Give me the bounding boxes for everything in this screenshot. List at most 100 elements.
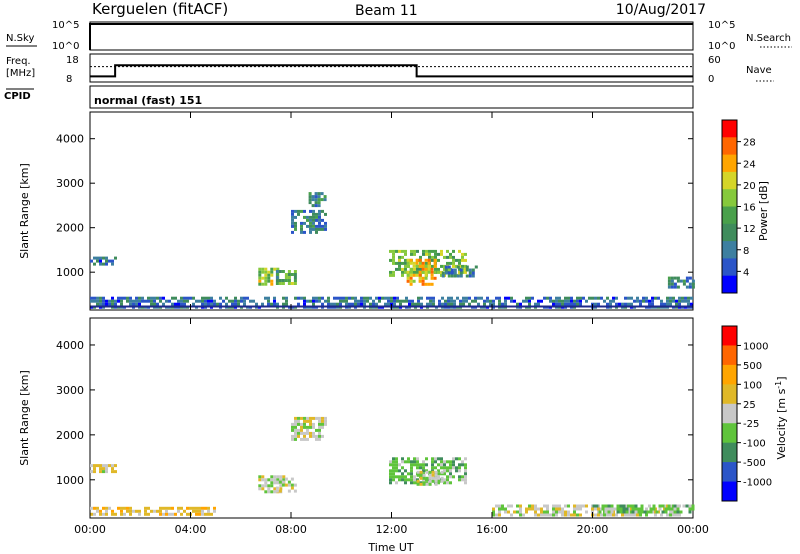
- heatmap-cell: [111, 262, 114, 266]
- heatmap-cell: [447, 271, 451, 275]
- heatmap-cell: [336, 302, 339, 306]
- heatmap-cell: [278, 279, 282, 282]
- heatmap-cell: [450, 299, 453, 303]
- heatmap-cell: [234, 299, 237, 303]
- heatmap-cell: [534, 513, 537, 517]
- heatmap-cell: [645, 296, 648, 300]
- heatmap-cell: [293, 276, 297, 279]
- heatmap-cell: [300, 296, 303, 300]
- heatmap-cell: [669, 513, 672, 517]
- heatmap-cell: [447, 274, 451, 278]
- heatmap-cell: [294, 434, 297, 438]
- heatmap-cell: [534, 302, 537, 306]
- heatmap-cell: [453, 268, 457, 272]
- heatmap-cell: [306, 437, 309, 441]
- freq-tick-top: 18: [66, 55, 79, 66]
- heatmap-cell: [453, 271, 457, 275]
- heatmap-cell: [434, 460, 437, 464]
- heatmap-cell: [489, 299, 492, 303]
- heatmap-cell: [144, 512, 147, 516]
- heatmap-cell: [446, 261, 449, 265]
- heatmap-cell: [639, 299, 642, 303]
- heatmap-cell: [323, 198, 327, 202]
- heatmap-cell: [600, 513, 603, 517]
- heatmap-cell: [412, 261, 416, 265]
- heatmap-cell: [600, 296, 603, 300]
- heatmap-cell: [267, 490, 271, 494]
- heatmap-cell: [398, 475, 401, 479]
- heatmap-cell: [660, 513, 663, 517]
- heatmap-cell: [688, 276, 692, 280]
- heatmap-cell: [426, 296, 429, 300]
- heatmap-cell: [387, 299, 390, 303]
- heatmap-cell: [309, 416, 312, 420]
- heatmap-cell: [273, 487, 277, 491]
- heatmap-cell: [495, 513, 498, 517]
- heatmap-cell: [477, 296, 480, 300]
- heatmap-cell: [210, 302, 213, 306]
- heatmap-cell: [687, 296, 690, 300]
- heatmap-cell: [455, 457, 458, 461]
- heatmap-cell: [284, 279, 288, 282]
- heatmap-cell: [462, 302, 465, 306]
- heatmap-cell: [258, 273, 262, 277]
- colorbar-tick-label: 4: [743, 267, 749, 278]
- heatmap-cell: [537, 299, 540, 303]
- heatmap-cell: [111, 296, 114, 300]
- heatmap-cell: [99, 296, 102, 300]
- heatmap-cell: [622, 504, 626, 508]
- heatmap-cell: [567, 296, 570, 300]
- heatmap-cell: [456, 265, 460, 269]
- heatmap-cell: [204, 506, 207, 510]
- power-marks: [90, 192, 695, 309]
- heatmap-cell: [308, 192, 312, 196]
- heatmap-cell: [114, 470, 117, 474]
- heatmap-cell: [261, 282, 265, 286]
- heatmap-cell: [291, 230, 294, 234]
- heatmap-cell: [321, 434, 324, 438]
- heatmap-cell: [633, 513, 636, 517]
- heatmap-cell: [123, 506, 126, 510]
- heatmap-cell: [216, 302, 219, 306]
- nsearch-tick-bottom: 10^0: [708, 41, 735, 52]
- heatmap-cell: [93, 512, 96, 516]
- heatmap-cell: [673, 285, 677, 289]
- heatmap-cell: [678, 513, 681, 517]
- heatmap-cell: [425, 252, 428, 256]
- heatmap-cell: [183, 509, 186, 513]
- colorbar-tick-label: 8: [743, 246, 749, 257]
- heatmap-cell: [278, 270, 282, 273]
- heatmap-cell: [120, 506, 123, 510]
- heatmap-cell: [658, 507, 662, 511]
- heatmap-cell: [219, 302, 222, 306]
- heatmap-cell: [399, 302, 402, 306]
- heatmap-cell: [345, 302, 348, 306]
- heatmap-cell: [666, 513, 669, 517]
- heatmap-cell: [424, 258, 428, 262]
- heatmap-cell: [309, 209, 312, 213]
- heatmap-cell: [567, 510, 570, 514]
- heatmap-cell: [162, 296, 165, 300]
- colorbar-segment: [722, 442, 737, 463]
- heatmap-cell: [642, 299, 645, 303]
- heatmap-cell: [309, 434, 312, 438]
- heatmap-cell: [287, 483, 291, 487]
- heatmap-cell: [458, 469, 461, 473]
- heatmap-cell: [284, 483, 288, 487]
- heatmap-cell: [314, 192, 318, 196]
- x-tick-label: 16:00: [476, 523, 508, 536]
- heatmap-cell: [320, 192, 324, 196]
- heatmap-cell: [312, 209, 315, 213]
- heatmap-cell: [525, 510, 528, 514]
- heatmap-cell: [410, 481, 413, 485]
- heatmap-cell: [667, 276, 671, 280]
- heatmap-cell: [555, 504, 558, 508]
- heatmap-cell: [333, 302, 336, 306]
- heatmap-cell: [270, 273, 274, 277]
- heatmap-cell: [312, 416, 315, 420]
- heatmap-cell: [433, 264, 437, 268]
- heatmap-cell: [637, 510, 641, 514]
- heatmap-cell: [510, 513, 513, 517]
- heatmap-cell: [401, 466, 404, 470]
- heatmap-cell: [684, 299, 687, 303]
